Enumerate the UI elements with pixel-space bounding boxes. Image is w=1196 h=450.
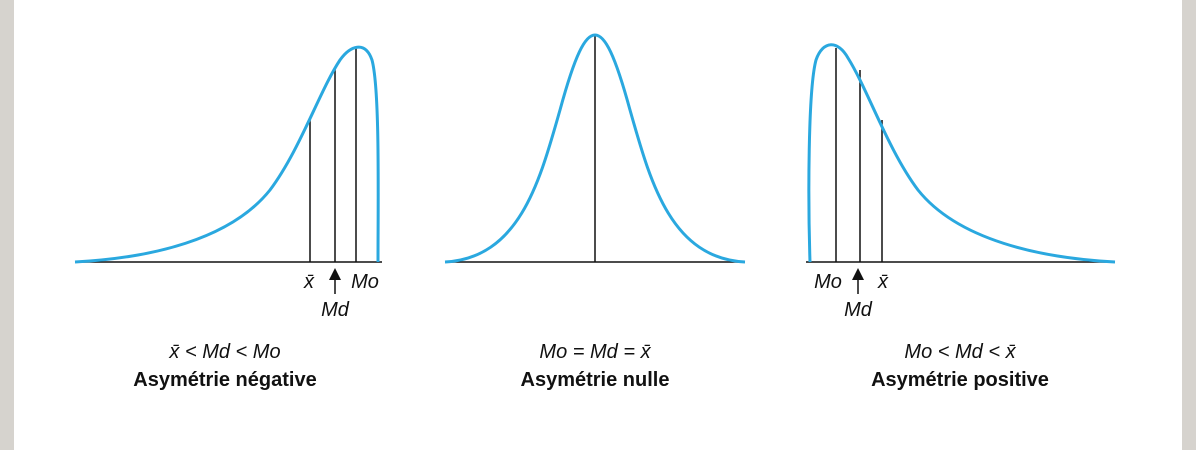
mode-label: Mo (814, 271, 842, 293)
panel-title: Asymétrie négative (133, 369, 316, 391)
panel-positive: Mo x̄ Md Mo < Md < x̄ Asymétrie positive (806, 43, 1116, 391)
curve (444, 33, 746, 264)
mode-label: Mo (351, 271, 379, 293)
relation: Mo = Md = x̄ (539, 341, 651, 363)
panel-negative: x̄ Mo Md x̄ < Md < Mo Asymétrie négative (74, 45, 382, 391)
panel-null: Mo = Md = x̄ Asymétrie nulle (444, 33, 746, 391)
relation: x̄ < Md < Mo (168, 341, 280, 363)
curve (807, 43, 1116, 264)
sheet (14, 0, 1182, 450)
median-label: Md (844, 299, 873, 321)
panel-title: Asymétrie nulle (521, 369, 670, 391)
mean-label: x̄ (877, 271, 889, 293)
median-label: Md (321, 299, 350, 321)
relation: Mo < Md < x̄ (904, 341, 1016, 363)
curve (74, 45, 380, 264)
mean-label: x̄ (303, 271, 315, 293)
panel-title: Asymétrie positive (871, 369, 1049, 391)
